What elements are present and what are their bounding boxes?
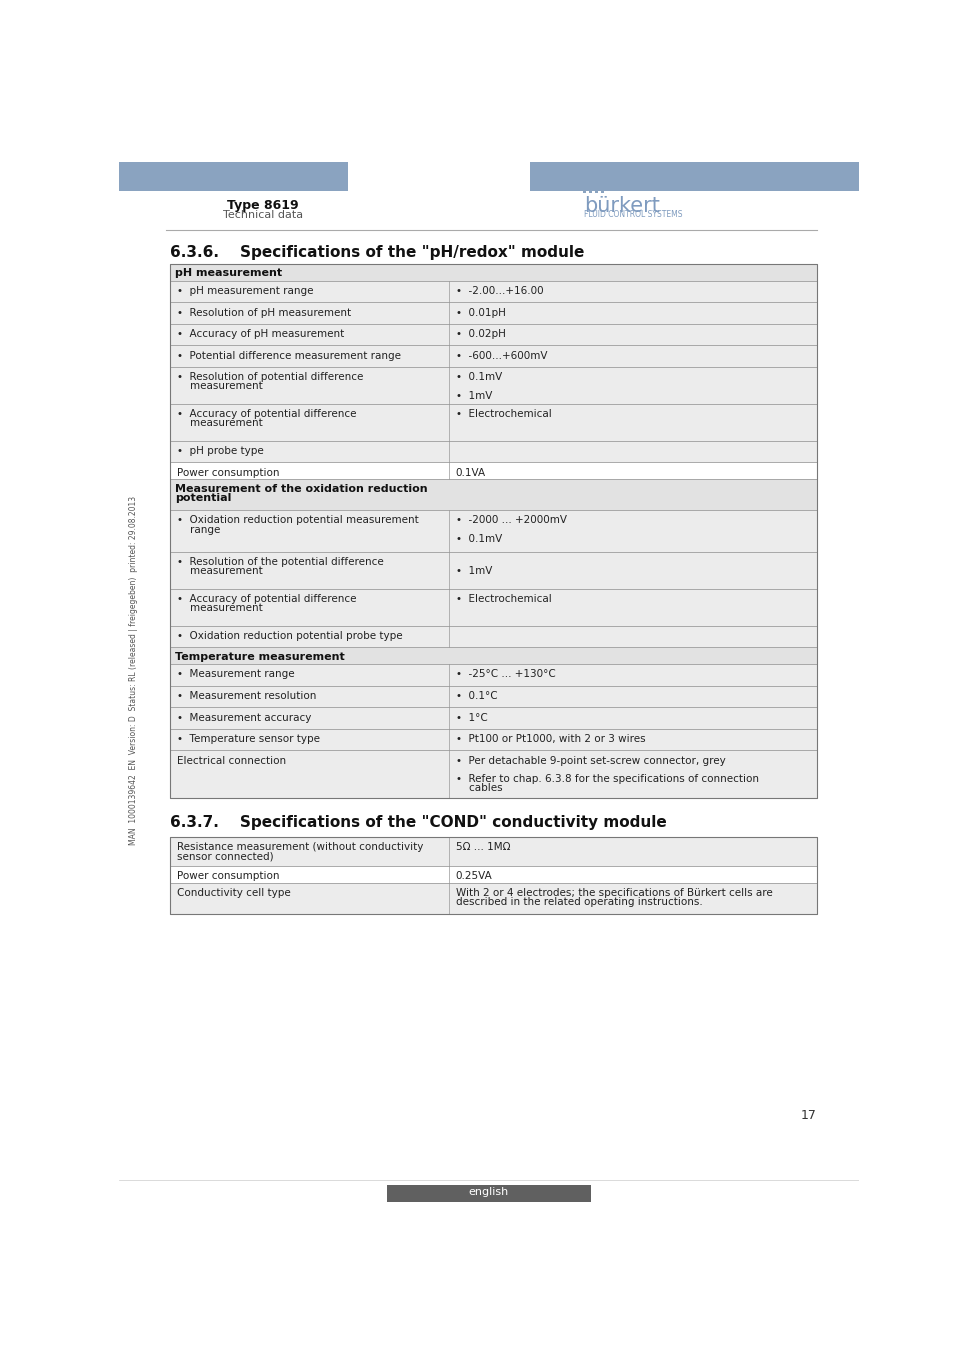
Text: bürkert: bürkert [583, 196, 659, 216]
Bar [170, 346, 816, 367]
Text: •  -2.00...+16.00: • -2.00...+16.00 [456, 286, 542, 296]
Text: cables: cables [456, 783, 501, 794]
Bar [170, 510, 816, 552]
Bar [170, 686, 816, 707]
Bar [170, 263, 816, 281]
Text: •  0.02pH: • 0.02pH [456, 329, 505, 339]
Text: 5Ω ... 1MΩ: 5Ω ... 1MΩ [456, 842, 510, 852]
Text: •  Measurement range: • Measurement range [176, 670, 294, 679]
Text: Temperature measurement: Temperature measurement [174, 652, 344, 662]
Text: •  -2000 ... +2000mV: • -2000 ... +2000mV [456, 516, 566, 525]
Bar [170, 462, 816, 479]
Text: Power consumption: Power consumption [176, 871, 279, 882]
Bar [170, 324, 816, 346]
Bar [170, 837, 816, 865]
Bar [582, 190, 585, 193]
Text: 0.1VA: 0.1VA [456, 467, 485, 478]
Text: •  Oxidation reduction potential probe type: • Oxidation reduction potential probe ty… [176, 630, 402, 641]
Text: •  Oxidation reduction potential measurement: • Oxidation reduction potential measurem… [176, 516, 418, 525]
Text: With 2 or 4 electrodes; the specifications of Bürkert cells are: With 2 or 4 electrodes; the specificatio… [456, 888, 772, 898]
Bar [119, 162, 348, 192]
Bar [170, 552, 816, 589]
Text: •  Electrochemical: • Electrochemical [456, 409, 551, 418]
Text: •  0.1mV: • 0.1mV [456, 533, 501, 544]
Bar [170, 729, 816, 751]
Text: described in the related operating instructions.: described in the related operating instr… [456, 898, 701, 907]
Text: •  pH measurement range: • pH measurement range [176, 286, 313, 296]
Text: •  Measurement resolution: • Measurement resolution [176, 691, 315, 701]
Bar [170, 281, 816, 302]
Text: english: english [468, 1187, 509, 1197]
Bar [170, 883, 816, 914]
Text: Electrical connection: Electrical connection [176, 756, 286, 765]
Text: sensor connected): sensor connected) [176, 850, 273, 861]
Text: •  Resolution of pH measurement: • Resolution of pH measurement [176, 308, 351, 317]
Bar [170, 589, 816, 625]
Bar [170, 479, 816, 510]
Text: •  Electrochemical: • Electrochemical [456, 594, 551, 603]
Bar [170, 302, 816, 324]
Text: •  -600...+600mV: • -600...+600mV [456, 351, 546, 360]
Bar [530, 162, 858, 192]
Bar [170, 837, 816, 914]
Bar [170, 367, 816, 404]
Text: range: range [176, 525, 220, 535]
Text: measurement: measurement [176, 603, 262, 613]
Text: 17: 17 [800, 1110, 816, 1122]
Text: •  Accuracy of potential difference: • Accuracy of potential difference [176, 594, 355, 603]
Text: measurement: measurement [176, 566, 262, 576]
Bar [170, 707, 816, 729]
Text: FLUID CONTROL SYSTEMS: FLUID CONTROL SYSTEMS [583, 209, 682, 219]
Text: MAN  1000139642  EN  Version: D  Status: RL (released | freigegeben)  printed: 2: MAN 1000139642 EN Version: D Status: RL … [129, 495, 137, 845]
Text: •  Potential difference measurement range: • Potential difference measurement range [176, 351, 400, 360]
Text: •  0.1°C: • 0.1°C [456, 691, 497, 701]
Text: 6.3.7.    Specifications of the "COND" conductivity module: 6.3.7. Specifications of the "COND" cond… [170, 815, 666, 830]
Text: Measurement of the oxidation reduction: Measurement of the oxidation reduction [174, 483, 427, 494]
Text: •  Per detachable 9-point set-screw connector, grey: • Per detachable 9-point set-screw conne… [456, 756, 724, 765]
Bar [386, 1184, 591, 1202]
Text: potential: potential [174, 493, 232, 504]
Text: measurement: measurement [176, 382, 262, 391]
Text: •  pH probe type: • pH probe type [176, 446, 263, 456]
Text: •  Resolution of the potential difference: • Resolution of the potential difference [176, 558, 383, 567]
Text: Technical data: Technical data [222, 209, 302, 220]
Text: •  Refer to chap. 6.3.8 for the specifications of connection: • Refer to chap. 6.3.8 for the specifica… [456, 774, 758, 784]
Bar [170, 751, 816, 798]
Text: •  Temperature sensor type: • Temperature sensor type [176, 734, 319, 744]
Text: pH measurement: pH measurement [174, 269, 282, 278]
Text: Conductivity cell type: Conductivity cell type [176, 888, 290, 898]
Text: Type 8619: Type 8619 [227, 198, 298, 212]
Bar [170, 263, 816, 798]
Text: 6.3.6.    Specifications of the "pH/redox" module: 6.3.6. Specifications of the "pH/redox" … [170, 246, 583, 261]
Text: •  0.1mV: • 0.1mV [456, 373, 501, 382]
Bar [170, 404, 816, 440]
Bar [588, 190, 592, 193]
Text: •  Resolution of potential difference: • Resolution of potential difference [176, 373, 362, 382]
Text: •  Pt100 or Pt1000, with 2 or 3 wires: • Pt100 or Pt1000, with 2 or 3 wires [456, 734, 644, 744]
Text: Resistance measurement (without conductivity: Resistance measurement (without conducti… [176, 842, 422, 852]
Text: measurement: measurement [176, 418, 262, 428]
Text: •  1mV: • 1mV [456, 566, 492, 576]
Text: •  1°C: • 1°C [456, 713, 487, 722]
Text: •  Measurement accuracy: • Measurement accuracy [176, 713, 311, 722]
Text: Power consumption: Power consumption [176, 467, 279, 478]
Bar [600, 190, 604, 193]
Text: •  0.01pH: • 0.01pH [456, 308, 505, 317]
Bar [170, 664, 816, 686]
Text: •  -25°C ... +130°C: • -25°C ... +130°C [456, 670, 555, 679]
Text: 0.25VA: 0.25VA [456, 871, 492, 882]
Text: •  Accuracy of pH measurement: • Accuracy of pH measurement [176, 329, 343, 339]
Text: •  1mV: • 1mV [456, 390, 492, 401]
Bar [595, 190, 598, 193]
Bar [170, 625, 816, 647]
Bar [170, 440, 816, 462]
Text: •  Accuracy of potential difference: • Accuracy of potential difference [176, 409, 355, 418]
Bar [170, 647, 816, 664]
Bar [170, 865, 816, 883]
